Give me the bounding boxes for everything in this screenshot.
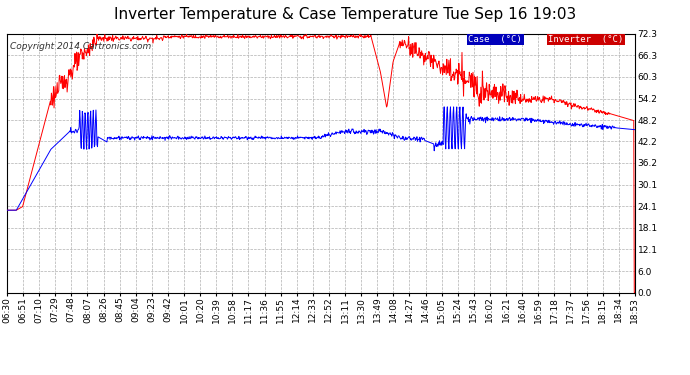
Text: Inverter  (°C): Inverter (°C)	[548, 35, 623, 44]
Text: Copyright 2014 Cartronics.com: Copyright 2014 Cartronics.com	[10, 42, 151, 51]
Text: Case  (°C): Case (°C)	[469, 35, 522, 44]
Text: Inverter Temperature & Case Temperature Tue Sep 16 19:03: Inverter Temperature & Case Temperature …	[114, 8, 576, 22]
